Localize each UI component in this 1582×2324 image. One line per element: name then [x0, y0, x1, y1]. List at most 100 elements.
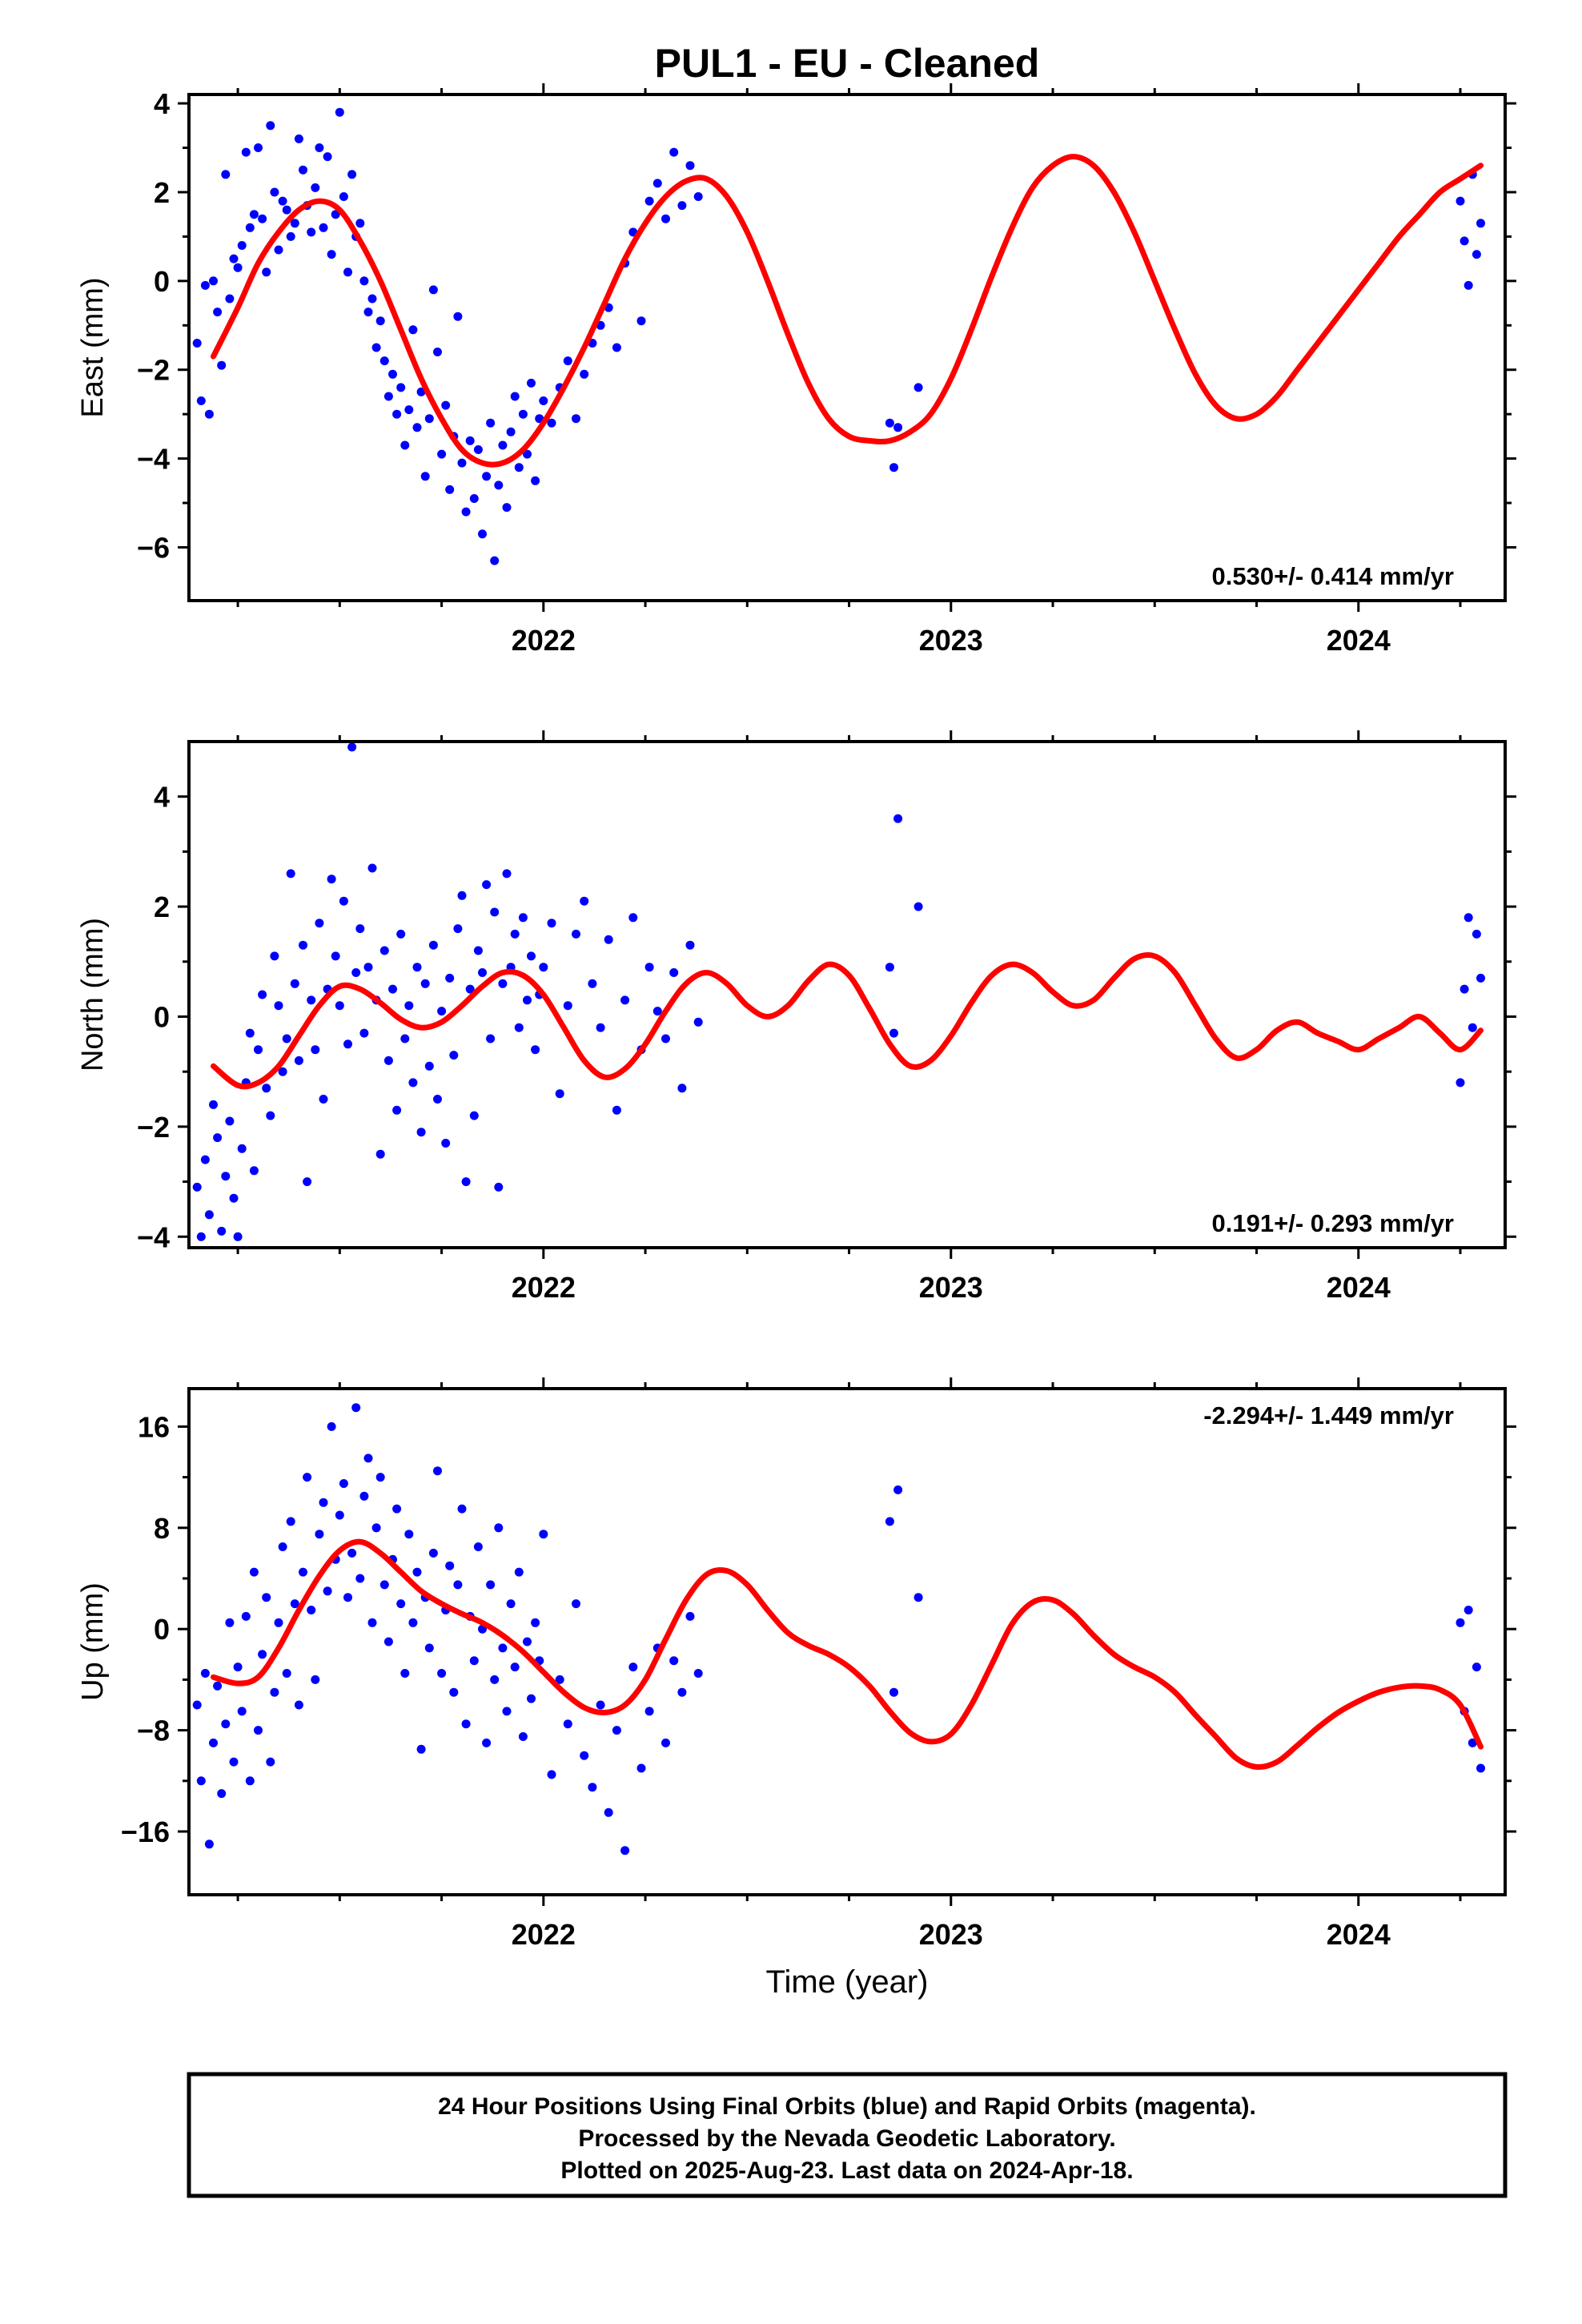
north-data-point [351, 968, 361, 977]
up-data-point [408, 1618, 418, 1627]
east-plot-frame [187, 93, 1507, 602]
east-data-point [311, 183, 320, 192]
north-data-point [473, 946, 483, 955]
north-data-point [547, 919, 556, 928]
up-data-point [885, 1517, 894, 1526]
east-data-point [424, 414, 434, 424]
north-data-point [245, 1028, 255, 1038]
up-data-point [547, 1770, 556, 1779]
east-y-axis-label: East (mm) [76, 277, 110, 417]
north-data-point [885, 963, 894, 972]
north-data-point [307, 995, 316, 1005]
north-data-point [478, 968, 487, 977]
east-data-point [294, 134, 303, 143]
east-y-tick-label: 2 [154, 176, 170, 209]
up-data-point [290, 1599, 299, 1609]
up-panel: 2022 2023 2024 −16 −8 0 8 16 Up (mm) -2.294+/- 1.… [76, 1377, 1516, 1951]
north-data-point [572, 929, 580, 939]
east-y-tick-label: −2 [137, 354, 170, 387]
up-data-point [461, 1719, 471, 1729]
east-data-point [290, 219, 299, 228]
east-data-point [1460, 236, 1469, 246]
east-data-point [359, 276, 369, 286]
north-x-tick-label: 2024 [1327, 1271, 1391, 1304]
north-data-point [294, 1055, 303, 1065]
up-data-point [196, 1776, 206, 1786]
north-data-point [262, 1084, 271, 1093]
north-data-point [335, 1001, 344, 1011]
east-data-point [331, 210, 340, 219]
east-data-point [408, 325, 418, 335]
north-data-point [315, 919, 324, 928]
north-data-point [482, 880, 492, 890]
east-data-point [539, 396, 548, 405]
east-data-point [241, 147, 251, 157]
east-data-point [465, 436, 475, 445]
up-data-point [644, 1707, 654, 1716]
up-y-tick-label: −16 [121, 1815, 170, 1848]
north-data-point [290, 979, 299, 988]
east-data-point [229, 254, 239, 263]
east-data-point [1476, 219, 1485, 228]
east-data-point [428, 285, 438, 295]
up-data-point [555, 1675, 564, 1684]
up-data-point [494, 1523, 504, 1533]
east-data-point [213, 308, 223, 317]
north-data-point [343, 1039, 352, 1049]
up-data-point [1472, 1663, 1481, 1672]
north-data-point [893, 814, 903, 823]
up-data-point [677, 1687, 687, 1697]
up-data-point [1456, 1618, 1465, 1627]
north-data-point [416, 1128, 426, 1137]
up-plot-frame [187, 1387, 1507, 1896]
up-data-point [392, 1504, 402, 1514]
east-data-point [200, 280, 210, 290]
north-data-point [510, 929, 520, 939]
east-data-point [572, 414, 580, 424]
north-data-point [1468, 1023, 1477, 1032]
north-data-point [412, 963, 422, 972]
up-data-point [486, 1580, 496, 1590]
up-rate-label: -2.294+/- 1.449 mm/yr [1203, 1401, 1454, 1429]
east-data-point [307, 227, 316, 237]
up-data-point [510, 1663, 520, 1672]
up-data-point [1464, 1606, 1473, 1614]
north-data-point [229, 1193, 239, 1203]
east-panel: 2022 2023 2024 −6 −4 −2 0 2 4 East (mm) 0.530+/- 0… [76, 83, 1516, 657]
east-data-point [278, 196, 287, 206]
figure-title: PUL1 - EU - Cleaned [655, 41, 1040, 86]
east-data-point [433, 348, 442, 356]
east-data-point [192, 339, 202, 348]
east-data-point [677, 201, 687, 211]
north-x-tick-label: 2022 [512, 1271, 576, 1304]
north-data-point [428, 940, 438, 950]
north-data-point [400, 1034, 410, 1043]
east-y-tick-label: 4 [154, 87, 170, 120]
up-data-point [363, 1454, 373, 1463]
east-data-point [404, 405, 414, 415]
north-data-point [494, 1182, 504, 1192]
east-data-point [445, 485, 455, 494]
up-data-point [572, 1599, 580, 1609]
up-data-point [311, 1675, 320, 1684]
east-data-point [355, 219, 365, 228]
north-data-point [685, 940, 695, 950]
up-data-point [379, 1580, 389, 1590]
east-data-point [249, 210, 259, 219]
east-data-point [420, 472, 430, 481]
up-data-point [482, 1738, 492, 1747]
up-y-tick-label: 8 [154, 1512, 170, 1545]
north-data-point [555, 1089, 564, 1099]
north-data-point [367, 863, 377, 873]
up-y-tick-label: −8 [137, 1715, 170, 1747]
east-data-point [498, 440, 508, 450]
up-data-point [319, 1498, 328, 1507]
east-data-point [262, 267, 271, 277]
east-data-point [299, 165, 307, 175]
east-data-point [661, 214, 670, 223]
north-data-point [1460, 984, 1469, 994]
up-data-point [286, 1517, 295, 1526]
north-data-point [889, 1028, 898, 1038]
up-data-point [245, 1776, 255, 1786]
east-data-point [209, 276, 218, 286]
